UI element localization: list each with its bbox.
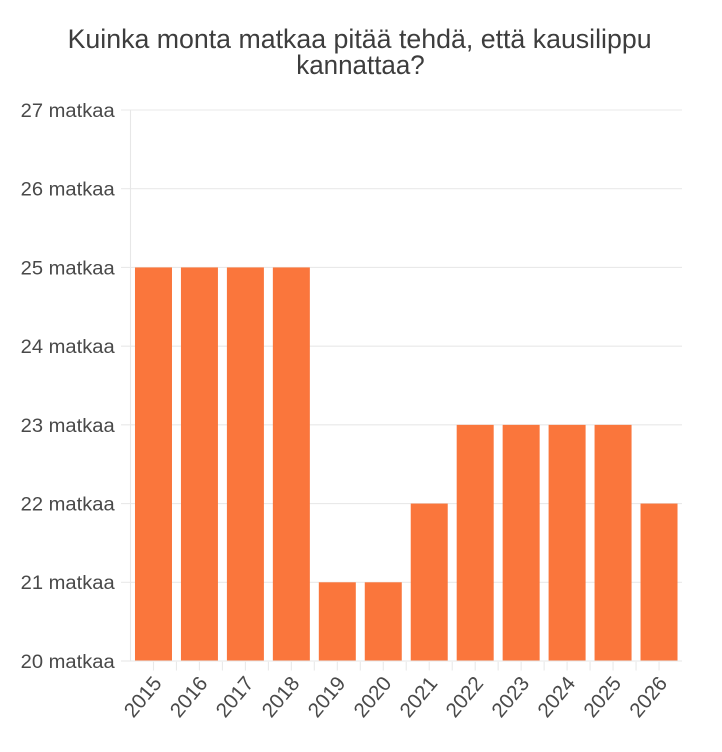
svg-text:kannattaa?: kannattaa? <box>296 50 425 80</box>
svg-text:25 matkaa: 25 matkaa <box>21 258 115 279</box>
svg-text:Kuinka monta matkaa pitää tehd: Kuinka monta matkaa pitää tehdä, että ka… <box>68 24 652 54</box>
svg-text:27 matkaa: 27 matkaa <box>21 101 115 122</box>
svg-text:23 matkaa: 23 matkaa <box>21 416 115 437</box>
svg-text:26 matkaa: 26 matkaa <box>21 180 115 201</box>
svg-text:22 matkaa: 22 matkaa <box>21 494 115 515</box>
svg-text:21 matkaa: 21 matkaa <box>21 573 115 594</box>
svg-text:20 matkaa: 20 matkaa <box>21 652 115 673</box>
svg-text:24 matkaa: 24 matkaa <box>21 337 115 358</box>
